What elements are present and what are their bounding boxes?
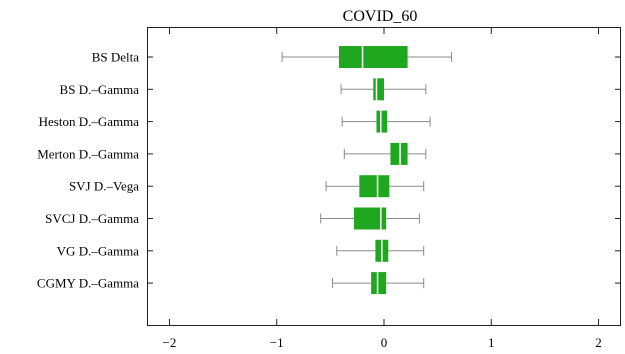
boxes-layer [281,46,453,295]
box-row [332,272,425,295]
category-label: BS Delta [92,50,140,65]
x-axis-ticks: −2 −1 0 1 2 [163,28,602,350]
x-tick-label: −1 [270,335,284,350]
box-row [320,207,420,230]
x-tick-label: −2 [163,335,177,350]
box-row [336,239,425,262]
box [371,272,387,295]
category-labels: BS Delta BS D.–Gamma Heston D.–Gamma Merton… [37,50,620,291]
box [390,142,408,165]
chart-title: COVID_60 [343,8,418,25]
x-tick-label: 1 [488,335,495,350]
box-row [281,46,453,68]
box-row [325,175,425,198]
x-tick-label: 0 [381,335,388,350]
box-row [343,142,427,165]
category-label: SVCJ D.–Gamma [45,211,139,226]
category-label: BS D.–Gamma [60,82,140,97]
box [338,46,408,68]
x-tick-label: 2 [595,335,602,350]
box-row [341,110,431,133]
category-label: SVJ D.–Vega [69,179,139,194]
category-label: VG D.–Gamma [57,243,140,258]
box [373,78,384,101]
category-label: Merton D.–Gamma [37,146,139,161]
category-label: CGMY D.–Gamma [37,276,139,291]
plot-frame [147,27,621,326]
box [376,110,388,133]
category-label: Heston D.–Gamma [39,114,140,129]
box-row [340,78,427,101]
box [359,175,390,198]
box [353,207,387,230]
